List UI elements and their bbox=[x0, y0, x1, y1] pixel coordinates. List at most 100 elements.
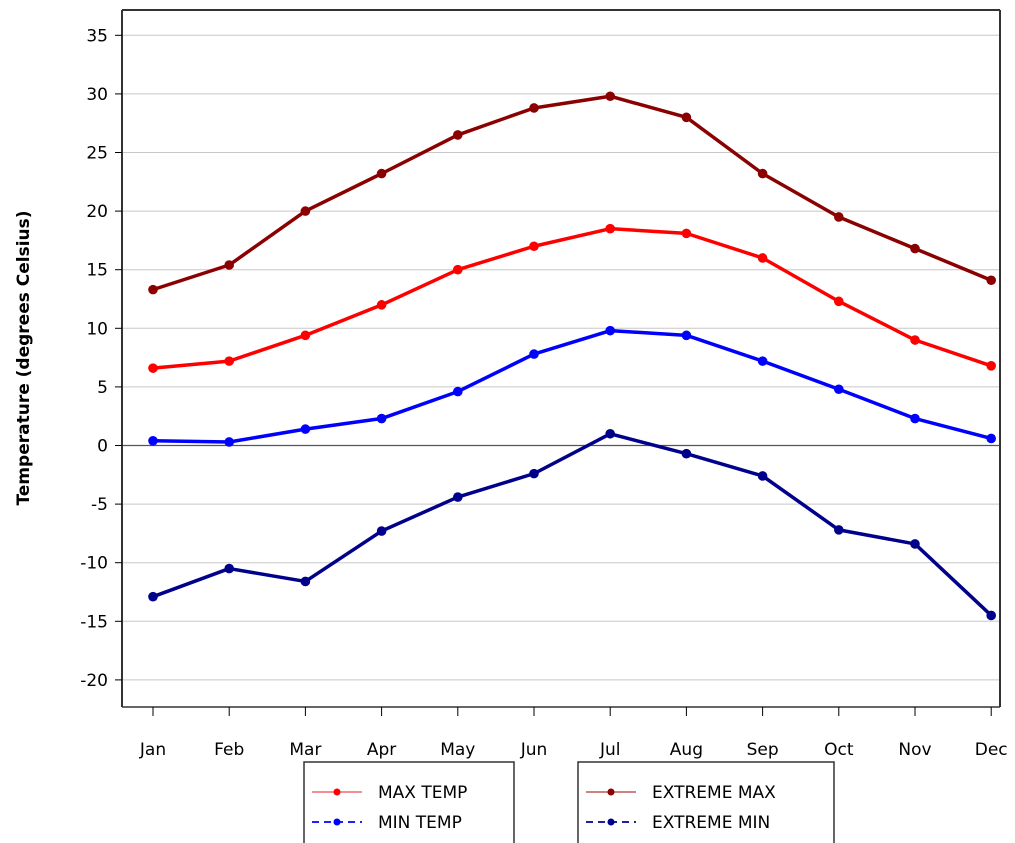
data-point bbox=[148, 591, 158, 602]
data-point bbox=[681, 330, 692, 341]
series-line bbox=[148, 223, 996, 373]
y-tick-label: 5 bbox=[97, 378, 108, 398]
x-tick-label: Oct bbox=[824, 740, 854, 760]
y-tick-label: -5 bbox=[91, 495, 108, 515]
x-tick-label: Apr bbox=[367, 740, 396, 760]
data-point bbox=[529, 349, 539, 359]
x-tick-label: Dec bbox=[975, 740, 1008, 760]
x-tick-label: Aug bbox=[670, 740, 703, 760]
data-point bbox=[224, 437, 234, 447]
legend-swatch-marker bbox=[333, 788, 341, 796]
series-path bbox=[152, 94, 992, 292]
data-point bbox=[986, 433, 996, 444]
data-point bbox=[834, 525, 844, 535]
x-tick-label: Jun bbox=[520, 740, 548, 760]
series-path bbox=[152, 328, 992, 444]
data-point bbox=[300, 206, 311, 216]
data-point bbox=[910, 243, 920, 254]
data-point bbox=[529, 103, 539, 113]
legend-box: EXTREME MAX EXTREME MIN bbox=[577, 761, 835, 843]
y-axis-ticks: 35 30 25 20 15 10 5 0 -5 -10 -15 -20 bbox=[80, 26, 122, 691]
data-point bbox=[910, 413, 920, 424]
y-tick-label: 35 bbox=[86, 26, 108, 46]
data-point bbox=[300, 576, 311, 587]
legend-swatch-marker bbox=[333, 818, 341, 826]
x-tick-label: Sep bbox=[747, 740, 779, 760]
y-tick-label: 0 bbox=[97, 437, 108, 457]
data-point bbox=[681, 228, 692, 239]
data-point bbox=[224, 563, 234, 574]
series-path bbox=[152, 432, 993, 617]
data-point bbox=[986, 610, 996, 621]
data-point bbox=[300, 424, 311, 434]
x-axis-ticks: Jan Feb Mar Apr May Jun Jul Aug Sep Oct Nov Dec bbox=[139, 707, 1008, 760]
data-point bbox=[376, 526, 387, 536]
axes bbox=[121, 9, 1001, 708]
legend-frame bbox=[577, 761, 835, 843]
y-tick-label: 25 bbox=[86, 144, 108, 164]
data-point bbox=[376, 300, 387, 310]
legend-item: EXTREME MIN bbox=[586, 813, 770, 833]
data-point bbox=[605, 428, 615, 439]
y-tick-label: 10 bbox=[86, 319, 108, 339]
series-line bbox=[148, 91, 996, 295]
legend-item: MIN TEMP bbox=[312, 813, 462, 833]
y-tick-label: -20 bbox=[80, 671, 108, 691]
data-point bbox=[681, 448, 692, 459]
data-point bbox=[986, 361, 996, 371]
data-point bbox=[376, 413, 387, 424]
x-tick-label: Jan bbox=[139, 740, 166, 760]
legend-box: MAX TEMP MIN TEMP bbox=[303, 761, 515, 843]
data-point bbox=[910, 335, 920, 345]
data-point bbox=[681, 112, 692, 123]
legend-item: EXTREME MAX bbox=[586, 783, 776, 803]
series-line bbox=[148, 428, 996, 621]
x-tick-label: Jul bbox=[599, 740, 621, 760]
data-point bbox=[148, 436, 158, 446]
data-point bbox=[757, 356, 768, 366]
y-tick-label: -10 bbox=[80, 554, 108, 574]
data-point bbox=[148, 363, 158, 373]
data-point bbox=[986, 275, 996, 286]
data-point bbox=[453, 264, 463, 275]
data-point bbox=[910, 539, 920, 549]
data-point bbox=[300, 330, 311, 341]
data-point bbox=[224, 356, 234, 366]
x-tick-label: Nov bbox=[898, 740, 931, 760]
data-point bbox=[529, 241, 539, 252]
y-tick-label: -15 bbox=[80, 612, 108, 632]
series-lines bbox=[148, 91, 996, 621]
legend-label: MAX TEMP bbox=[378, 783, 467, 803]
y-tick-label: 20 bbox=[86, 202, 108, 222]
y-tick-label: 30 bbox=[86, 85, 108, 105]
data-point bbox=[224, 260, 234, 270]
gridlines bbox=[122, 34, 1000, 681]
y-axis-label: Temperature (degrees Celsius) bbox=[14, 210, 34, 505]
legend-swatch-marker bbox=[607, 818, 615, 826]
data-point bbox=[605, 91, 615, 102]
legend-item: MAX TEMP bbox=[312, 783, 467, 803]
x-tick-label: Feb bbox=[214, 740, 244, 760]
data-point bbox=[529, 468, 539, 479]
data-point bbox=[757, 253, 768, 263]
legend: MAX TEMP MIN TEMP EXTREME MAX EXTREME MIN bbox=[303, 761, 835, 843]
data-point bbox=[834, 296, 844, 307]
data-point bbox=[605, 325, 615, 336]
data-point bbox=[148, 284, 158, 295]
data-point bbox=[453, 492, 463, 502]
legend-swatch-marker bbox=[607, 788, 615, 796]
data-point bbox=[757, 471, 768, 481]
legend-label: MIN TEMP bbox=[378, 813, 462, 833]
data-point bbox=[453, 130, 463, 140]
legend-label: EXTREME MIN bbox=[652, 813, 770, 833]
data-point bbox=[376, 168, 387, 179]
x-tick-label: Mar bbox=[289, 740, 321, 760]
legend-label: EXTREME MAX bbox=[652, 783, 776, 803]
series-line bbox=[148, 325, 996, 447]
x-tick-label: May bbox=[440, 740, 475, 760]
legend-frame bbox=[303, 761, 515, 843]
series-path bbox=[152, 226, 992, 370]
data-point bbox=[834, 384, 844, 395]
data-point bbox=[453, 386, 463, 397]
